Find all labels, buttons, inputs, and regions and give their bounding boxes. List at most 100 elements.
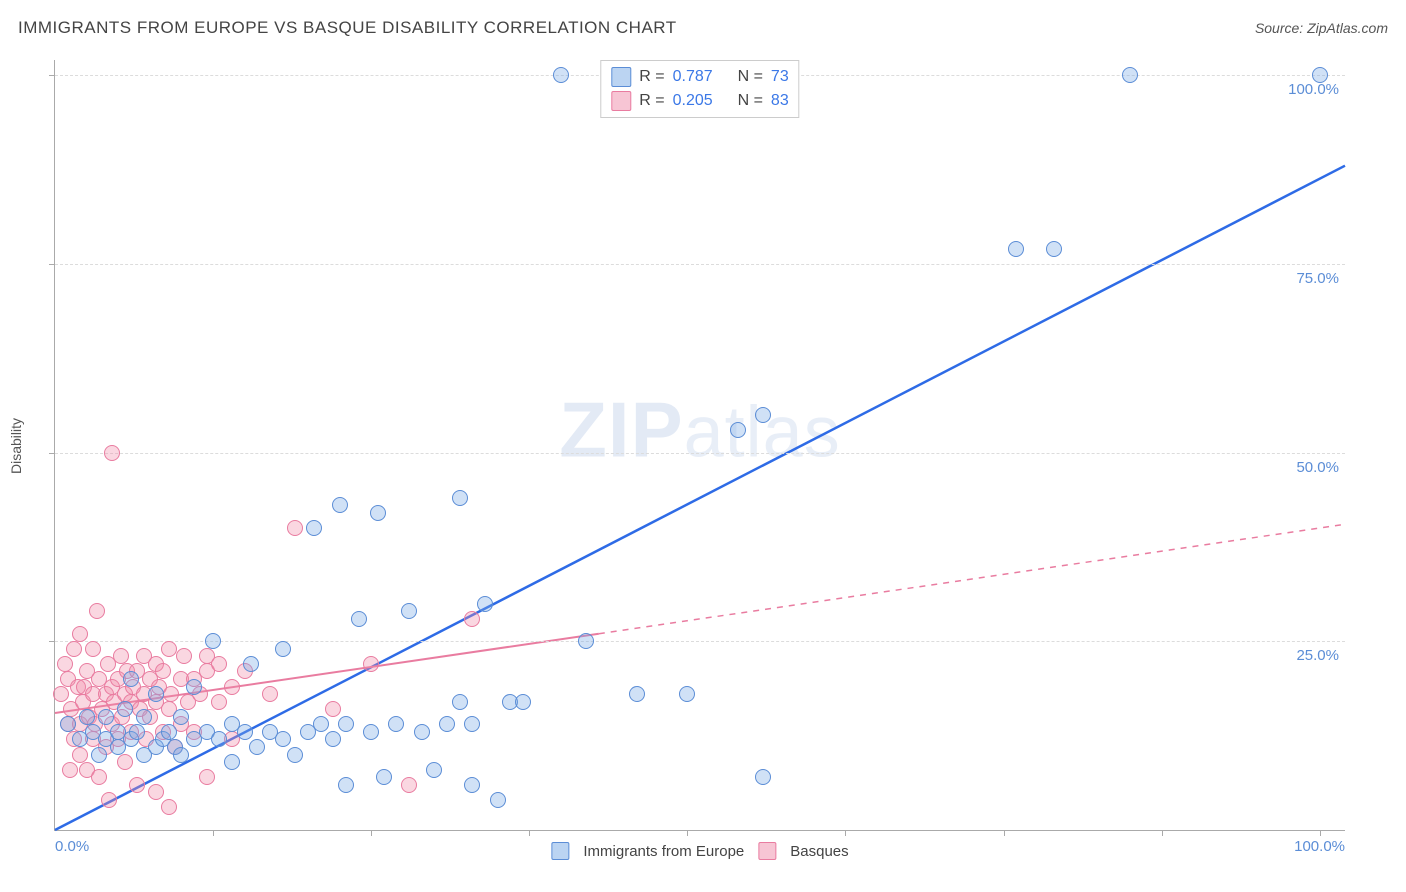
point-europe xyxy=(313,716,329,732)
legend-swatch xyxy=(611,67,631,87)
point-europe xyxy=(464,716,480,732)
plot-area: ZIPatlas R =0.787 N =73R =0.205 N =83 Im… xyxy=(54,60,1345,831)
point-europe xyxy=(136,709,152,725)
point-europe xyxy=(161,724,177,740)
point-europe xyxy=(464,777,480,793)
point-basques xyxy=(176,648,192,664)
x-tick-label: 0.0% xyxy=(55,838,89,855)
point-europe xyxy=(388,716,404,732)
point-basques xyxy=(148,784,164,800)
point-europe xyxy=(173,709,189,725)
point-basques xyxy=(287,520,303,536)
point-europe xyxy=(1122,67,1138,83)
point-basques xyxy=(72,747,88,763)
legend-swatch xyxy=(551,842,569,860)
point-europe xyxy=(205,633,221,649)
point-europe xyxy=(351,611,367,627)
point-europe xyxy=(1008,241,1024,257)
point-europe xyxy=(477,596,493,612)
point-basques xyxy=(101,792,117,808)
point-europe xyxy=(275,641,291,657)
point-europe xyxy=(578,633,594,649)
point-europe xyxy=(426,762,442,778)
watermark: ZIPatlas xyxy=(559,384,840,475)
point-basques xyxy=(113,648,129,664)
point-europe xyxy=(490,792,506,808)
point-europe xyxy=(401,603,417,619)
point-europe xyxy=(186,679,202,695)
point-europe xyxy=(452,694,468,710)
point-europe xyxy=(755,769,771,785)
point-europe xyxy=(515,694,531,710)
point-europe xyxy=(224,754,240,770)
point-europe xyxy=(79,709,95,725)
point-europe xyxy=(363,724,379,740)
point-europe xyxy=(338,716,354,732)
gridline-h xyxy=(55,453,1345,454)
point-basques xyxy=(464,611,480,627)
point-basques xyxy=(72,626,88,642)
point-basques xyxy=(224,679,240,695)
point-europe xyxy=(1046,241,1062,257)
point-europe xyxy=(117,701,133,717)
chart-source: Source: ZipAtlas.com xyxy=(1255,20,1388,36)
chart-title: IMMIGRANTS FROM EUROPE VS BASQUE DISABIL… xyxy=(18,18,677,38)
x-tick-label: 100.0% xyxy=(1294,838,1345,855)
y-tick-label: 50.0% xyxy=(1296,459,1339,476)
point-basques xyxy=(129,777,145,793)
legend-swatch xyxy=(758,842,776,860)
trend-lines xyxy=(55,60,1345,830)
point-basques xyxy=(163,686,179,702)
point-basques xyxy=(91,769,107,785)
y-axis-title: Disability xyxy=(8,418,24,474)
legend-label: Immigrants from Europe xyxy=(583,843,744,860)
point-europe xyxy=(755,407,771,423)
point-basques xyxy=(85,641,101,657)
y-tick-label: 100.0% xyxy=(1288,81,1339,98)
point-europe xyxy=(439,716,455,732)
point-europe xyxy=(325,731,341,747)
point-europe xyxy=(414,724,430,740)
point-basques xyxy=(262,686,278,702)
point-basques xyxy=(62,762,78,778)
point-europe xyxy=(1312,67,1328,83)
series-legend: Immigrants from Europe Basques xyxy=(551,842,848,860)
gridline-h xyxy=(55,641,1345,642)
point-basques xyxy=(53,686,69,702)
point-europe xyxy=(91,747,107,763)
point-europe xyxy=(679,686,695,702)
point-basques xyxy=(155,663,171,679)
legend-swatch xyxy=(611,91,631,111)
point-europe xyxy=(287,747,303,763)
point-basques xyxy=(211,694,227,710)
point-europe xyxy=(173,747,189,763)
point-basques xyxy=(117,754,133,770)
point-europe xyxy=(249,739,265,755)
point-basques xyxy=(325,701,341,717)
point-europe xyxy=(237,724,253,740)
point-europe xyxy=(123,671,139,687)
point-europe xyxy=(148,686,164,702)
point-basques xyxy=(363,656,379,672)
point-europe xyxy=(243,656,259,672)
gridline-h xyxy=(55,264,1345,265)
point-europe xyxy=(452,490,468,506)
legend-row: R =0.787 N =73 xyxy=(611,65,788,89)
point-basques xyxy=(199,769,215,785)
point-europe xyxy=(60,716,76,732)
point-europe xyxy=(332,497,348,513)
point-europe xyxy=(629,686,645,702)
point-basques xyxy=(401,777,417,793)
point-europe xyxy=(306,520,322,536)
point-europe xyxy=(275,731,291,747)
y-tick-label: 75.0% xyxy=(1296,270,1339,287)
point-basques xyxy=(66,641,82,657)
point-europe xyxy=(730,422,746,438)
point-europe xyxy=(211,731,227,747)
point-europe xyxy=(129,724,145,740)
point-basques xyxy=(161,641,177,657)
point-basques xyxy=(161,799,177,815)
legend-label: Basques xyxy=(790,843,848,860)
point-europe xyxy=(553,67,569,83)
point-basques xyxy=(104,445,120,461)
